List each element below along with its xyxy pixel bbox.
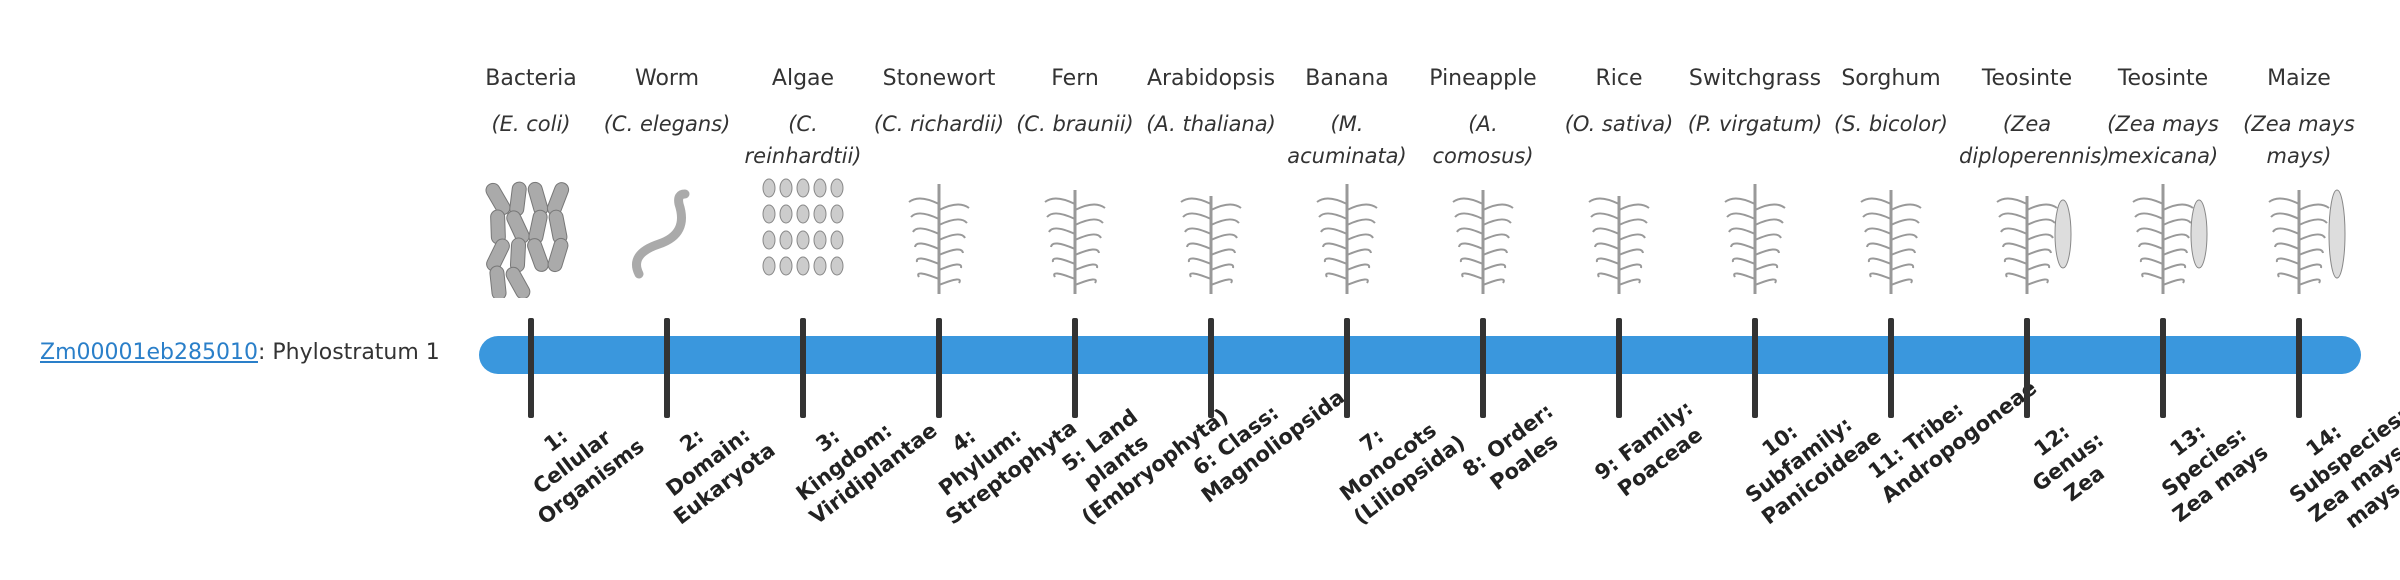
species-name: (A. thaliana) bbox=[1146, 112, 1276, 136]
organism-drawing bbox=[485, 181, 570, 301]
rank-label: 7: Monocots (Liliopsida) bbox=[1335, 418, 1470, 530]
common-name: Teosinte bbox=[1981, 66, 2073, 91]
common-name: Worm bbox=[634, 66, 699, 91]
species-name: (P. virgatum) bbox=[1687, 112, 1823, 136]
timeline-tick bbox=[1616, 318, 1622, 418]
common-name: Rice bbox=[1595, 66, 1643, 91]
rank-label: 13: Species: Zea mays bbox=[2157, 419, 2273, 527]
organism-drawing bbox=[1588, 196, 1650, 294]
rank-label: 14: Subspecies: Zea mays mays bbox=[2284, 403, 2400, 534]
rank-label: 12: Genus: Zea bbox=[2027, 419, 2109, 507]
common-name: Switchgrass bbox=[1688, 66, 1822, 91]
species-name: (C. braunii) bbox=[1016, 112, 1134, 136]
organism-image bbox=[2115, 174, 2215, 302]
rank-label: 9: Family: Poaceae bbox=[1590, 395, 1707, 502]
organism-image bbox=[2251, 174, 2351, 302]
organism-image bbox=[1163, 174, 1263, 302]
timeline-bar bbox=[479, 336, 2361, 374]
organism-image bbox=[483, 174, 583, 302]
gene-link[interactable]: Zm00001eb285010 bbox=[40, 340, 258, 365]
organism-drawing bbox=[2268, 189, 2346, 294]
rank-label: 4: Phylum: Streptophyta bbox=[934, 415, 1082, 530]
organism-drawing bbox=[1724, 184, 1786, 294]
rank-label: 11: Tribe: Andropogoneae bbox=[1863, 375, 2042, 508]
species-name: (M. acuminata) bbox=[1287, 112, 1407, 168]
rank-label: 10: Subfamily: Panicoideae bbox=[1740, 412, 1886, 530]
common-name: Stonewort bbox=[882, 66, 996, 91]
gene-label: Zm00001eb285010: Phylostratum 1 bbox=[40, 340, 440, 365]
common-name: Sorghum bbox=[1841, 66, 1941, 91]
timeline-tick bbox=[1480, 318, 1486, 418]
species-name: (O. sativa) bbox=[1564, 112, 1674, 136]
organism-drawing bbox=[908, 184, 970, 294]
timeline-tick bbox=[1072, 318, 1078, 418]
organism-drawing bbox=[1044, 190, 1106, 294]
common-name: Pineapple bbox=[1429, 66, 1537, 91]
timeline-tick bbox=[664, 318, 670, 418]
organism-image bbox=[1571, 174, 1671, 302]
rank-label: 8: Order: Poales bbox=[1458, 398, 1563, 495]
organism-image bbox=[1435, 174, 1535, 302]
species-name: (C. reinhardtii) bbox=[744, 112, 862, 168]
rank-label: 6: Class: Magnoliopsida bbox=[1188, 384, 1349, 508]
common-name: Maize bbox=[2267, 66, 2331, 91]
organism-image bbox=[1843, 174, 1943, 302]
organism-drawing bbox=[632, 189, 690, 279]
organism-image bbox=[1027, 174, 1127, 302]
timeline-tick bbox=[2024, 318, 2030, 418]
species-name: (Zea mays mays) bbox=[2243, 112, 2355, 168]
organism-image bbox=[619, 174, 719, 302]
gene-suffix: : Phylostratum 1 bbox=[257, 340, 440, 365]
timeline-tick bbox=[2296, 318, 2302, 418]
timeline-tick bbox=[2160, 318, 2166, 418]
common-name: Bacteria bbox=[485, 66, 577, 91]
species-name: (C. richardii) bbox=[873, 112, 1005, 136]
organism-drawing bbox=[1452, 190, 1514, 294]
organism-drawing bbox=[1996, 196, 2072, 294]
common-name: Banana bbox=[1305, 66, 1389, 91]
organism-drawing bbox=[1316, 184, 1378, 294]
timeline-tick bbox=[936, 318, 942, 418]
rank-label: 3: Kingdom: Viridiplantae bbox=[791, 418, 942, 530]
species-name: (E. coli) bbox=[491, 112, 571, 136]
organism-drawing bbox=[2132, 184, 2208, 294]
timeline-tick bbox=[528, 318, 534, 418]
species-name: (C. elegans) bbox=[603, 112, 731, 136]
timeline-tick bbox=[1344, 318, 1350, 418]
rank-label: 1: Cellular Organisms bbox=[528, 423, 649, 530]
timeline-tick bbox=[1888, 318, 1894, 418]
organism-image bbox=[755, 174, 855, 302]
species-name: (Zea diploperennis) bbox=[1959, 112, 2110, 168]
organism-image bbox=[1707, 174, 1807, 302]
organism-drawing bbox=[1860, 190, 1922, 294]
organism-drawing bbox=[1180, 196, 1242, 294]
timeline-tick bbox=[1208, 318, 1214, 418]
species-name: (Zea mays mexicana) bbox=[2107, 112, 2219, 168]
timeline-tick bbox=[1752, 318, 1758, 418]
species-name: (A. comosus) bbox=[1432, 112, 1534, 168]
common-name: Algae bbox=[771, 66, 835, 91]
common-name: Teosinte bbox=[2117, 66, 2209, 91]
organism-image bbox=[1979, 174, 2079, 302]
common-name: Fern bbox=[1051, 66, 1099, 91]
timeline-tick bbox=[800, 318, 806, 418]
organism-image bbox=[1299, 174, 1399, 302]
rank-label: 2: Domain: Eukaryota bbox=[661, 422, 780, 530]
species-name: (S. bicolor) bbox=[1834, 112, 1948, 136]
organism-drawing bbox=[762, 178, 844, 276]
organism-image bbox=[891, 174, 991, 302]
common-name: Arabidopsis bbox=[1146, 66, 1276, 91]
